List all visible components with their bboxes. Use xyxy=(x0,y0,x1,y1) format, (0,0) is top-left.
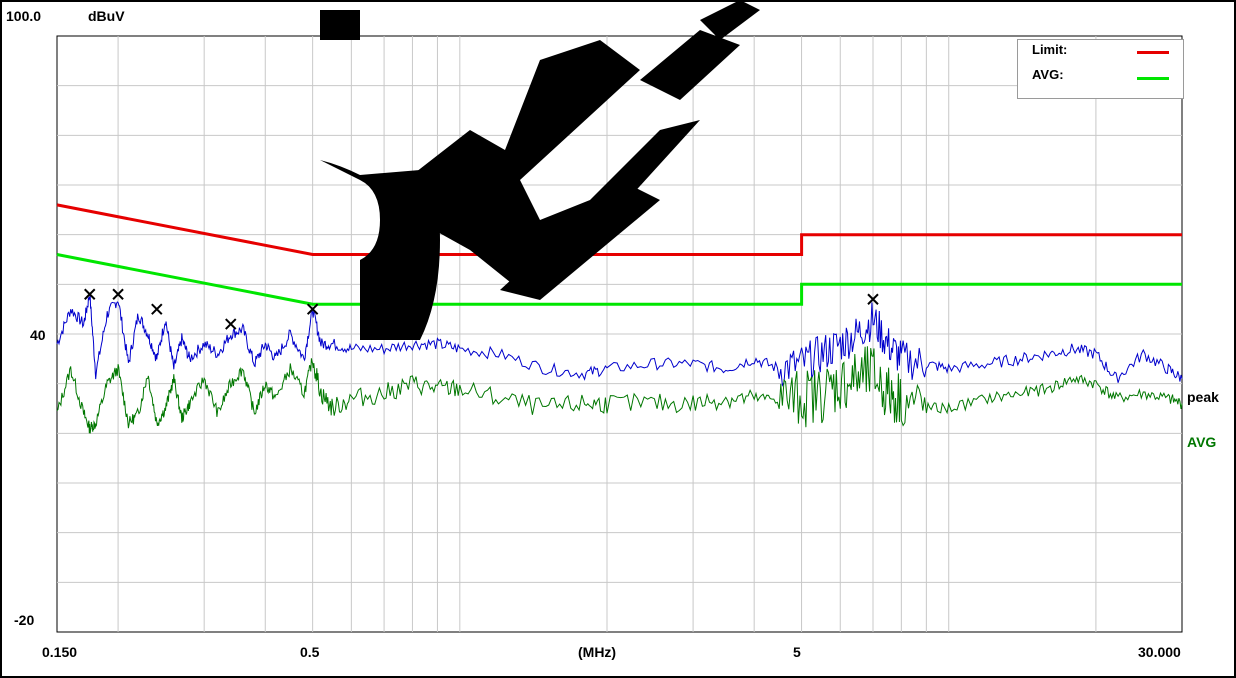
y-mid-label: 40 xyxy=(30,327,46,343)
x-tick-label-30: 30.000 xyxy=(1138,644,1181,660)
peak-trace-label: peak xyxy=(1187,389,1219,405)
peak-marker xyxy=(112,288,124,300)
peak-marker xyxy=(225,318,237,330)
peak-marker-cross xyxy=(151,303,163,315)
x-tick-label-05: 0.5 xyxy=(300,644,320,660)
y-bottom-label: -20 xyxy=(14,612,35,628)
peak-marker-cross xyxy=(84,288,96,300)
peak-marker-cross xyxy=(306,303,319,315)
y-top-label: 100.0 xyxy=(6,8,42,24)
y-unit-label: dBuV xyxy=(88,8,125,24)
series-line-avg xyxy=(56,346,1183,434)
peak-marker-cross xyxy=(225,318,237,330)
legend-avg-swatch xyxy=(1137,77,1169,80)
peak-marker xyxy=(306,303,319,315)
peak-marker xyxy=(84,288,96,300)
peak-marker xyxy=(867,293,879,305)
peak-marker-cross xyxy=(867,293,879,305)
peak-marker xyxy=(151,303,163,315)
series-line-avg_limit xyxy=(56,253,1182,306)
avg-trace-label: AVG xyxy=(1187,434,1217,450)
x-tick-label-0150: 0.150 xyxy=(42,644,78,660)
legend-avg-label: AVG: xyxy=(1032,67,1064,82)
legend-limit-label: Limit: xyxy=(1032,42,1068,57)
x-tick-label-5: 5 xyxy=(793,644,801,660)
x-unit-label: (MHz) xyxy=(578,644,617,660)
series-line-peak xyxy=(56,294,1183,387)
legend: Limit: AVG: xyxy=(1017,39,1184,99)
legend-limit-swatch xyxy=(1137,51,1169,54)
peak-marker-cross xyxy=(112,288,124,300)
series-line-limit xyxy=(56,203,1182,256)
